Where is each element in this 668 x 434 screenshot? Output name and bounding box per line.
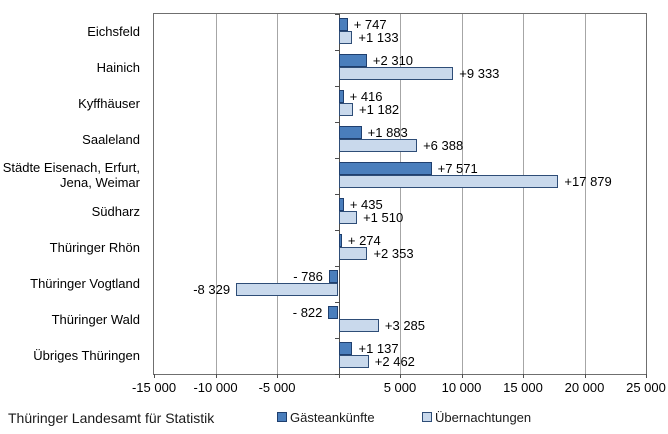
value-label: +1 137 — [358, 341, 399, 356]
value-label: +1 510 — [363, 210, 404, 225]
bar-overnight-stays — [338, 319, 379, 332]
category-label: Städte Eisenach, Erfurt, Jena, Weimar — [2, 160, 140, 190]
x-axis-tick — [154, 374, 155, 378]
category-tick — [334, 194, 339, 195]
value-label: +9 333 — [459, 66, 500, 81]
value-label: +3 285 — [384, 318, 426, 333]
gridline — [400, 14, 401, 374]
legend-label-overnight-stays: Übernachtungen — [435, 409, 532, 425]
x-tick-label: 10 000 — [441, 380, 482, 395]
value-label: +2 462 — [374, 354, 415, 369]
x-axis-tick — [523, 374, 524, 378]
category-tick — [334, 50, 339, 51]
x-tick-label: 15 000 — [503, 380, 543, 395]
x-axis-tick — [277, 374, 278, 378]
category-tick — [334, 302, 339, 303]
x-axis-tick — [584, 374, 586, 378]
bar-guest-arrivals — [338, 342, 353, 355]
bar-guest-arrivals — [328, 270, 339, 283]
value-label: +1 133 — [358, 30, 399, 45]
x-axis-tick — [646, 374, 647, 378]
legend-swatch-guest-arrivals — [277, 412, 287, 422]
gridline — [277, 14, 278, 374]
value-label: - 786 — [293, 269, 323, 284]
x-tick-label: 5 000 — [383, 380, 417, 395]
category-tick — [334, 122, 339, 123]
x-tick-label: -5 000 — [258, 380, 296, 395]
legend-label-guest-arrivals: Gästeankünfte — [290, 409, 375, 425]
value-label: - 822 — [292, 305, 323, 320]
x-axis-tick — [461, 374, 463, 378]
bar-overnight-stays — [338, 31, 353, 44]
plot-area: -15 000 -10 000 -5 000 5 000 10 000 15 000 20 … — [132, 13, 666, 395]
category-tick — [334, 374, 339, 375]
category-tick — [334, 14, 339, 15]
bar-overnight-stays — [338, 247, 368, 260]
category-label: Südharz — [91, 203, 140, 219]
value-label: + 435 — [349, 197, 383, 212]
category-tick — [334, 338, 339, 339]
legend: Gästeankünfte Übernachtungen — [0, 409, 668, 427]
value-label: +1 883 — [367, 125, 408, 140]
category-label: Thüringer Rhön — [49, 239, 140, 255]
value-label: +6 388 — [423, 138, 464, 153]
category-label: Thüringer Wald — [51, 311, 140, 327]
value-label: + 274 — [347, 233, 381, 248]
bar-overnight-stays — [236, 283, 339, 296]
category-label: Saaleland — [82, 131, 140, 147]
bar-guest-arrivals — [338, 18, 348, 31]
bar-guest-arrivals — [338, 162, 432, 175]
x-axis-tick — [400, 374, 401, 378]
source-attribution: Thüringer Landesamt für Statistik — [8, 410, 215, 426]
bar-overnight-stays — [338, 211, 358, 224]
value-label: + 747 — [353, 17, 387, 32]
value-label: +1 182 — [359, 102, 400, 117]
value-label: +2 353 — [373, 246, 414, 261]
bar-guest-arrivals — [338, 126, 362, 139]
category-tick — [334, 158, 339, 159]
x-tick-label: -15 000 — [131, 380, 177, 395]
category-tick — [334, 266, 339, 267]
x-tick-label: 25 000 — [626, 380, 666, 395]
bar-overnight-stays — [338, 67, 454, 80]
category-axis: Eichsfeld Hainich Kyffhäuser Saaleland Städt… — [0, 13, 146, 373]
bar-guest-arrivals — [338, 54, 367, 67]
zero-axis — [338, 14, 340, 374]
gridline — [461, 14, 463, 374]
bar-guest-arrivals — [338, 198, 344, 211]
bar-guest-arrivals — [338, 234, 342, 247]
value-label: -8 329 — [193, 282, 231, 297]
bar-guest-arrivals — [328, 306, 339, 319]
bar-overnight-stays — [338, 175, 559, 188]
category-label: Hainich — [96, 59, 140, 75]
value-label: +7 571 — [437, 161, 478, 176]
x-axis-tick — [338, 374, 340, 378]
bar-overnight-stays — [338, 139, 418, 152]
x-axis-tick — [215, 374, 217, 378]
category-label: Kyffhäuser — [78, 95, 140, 111]
bar-overnight-stays — [338, 355, 369, 368]
bar-guest-arrivals — [338, 90, 344, 103]
category-label: Eichsfeld — [87, 23, 140, 39]
legend-item-overnight-stays: Übernachtungen — [422, 409, 531, 425]
gridline — [215, 14, 217, 374]
bar-overnight-stays — [338, 103, 354, 116]
category-tick — [334, 230, 339, 231]
legend-item-guest-arrivals: Gästeankünfte — [277, 409, 375, 425]
x-tick-label: 20 000 — [564, 380, 605, 395]
legend-swatch-overnight-stays — [422, 412, 432, 422]
gridline — [523, 14, 524, 374]
category-tick — [334, 86, 339, 87]
gridline — [584, 14, 586, 374]
value-label: +17 879 — [564, 174, 612, 189]
category-label: Thüringer Vogtland — [30, 275, 140, 291]
category-label: Übriges Thüringen — [33, 347, 140, 363]
value-label: + 416 — [349, 89, 383, 104]
value-label: +2 310 — [372, 53, 414, 68]
x-tick-label: -10 000 — [193, 380, 238, 395]
